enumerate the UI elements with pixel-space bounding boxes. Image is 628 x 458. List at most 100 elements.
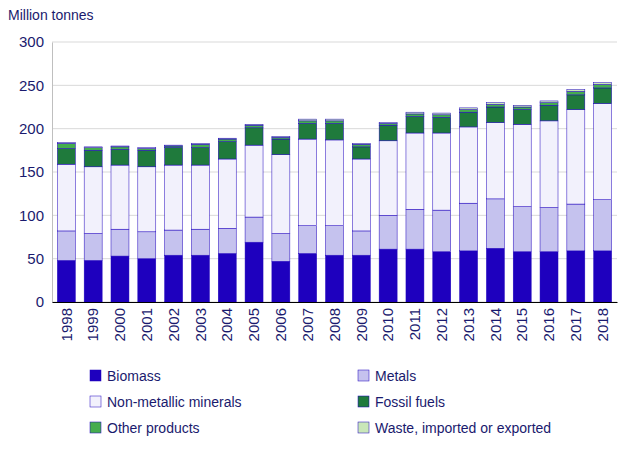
x-tick-label: 1999 [84, 308, 101, 341]
bar-segment [84, 150, 102, 166]
bar-segment [326, 119, 344, 121]
bar-segment [218, 253, 236, 302]
bar-segment [513, 105, 531, 107]
bar-segment [326, 226, 344, 255]
x-tick: 2011 [406, 302, 423, 340]
x-tick-label: 2017 [567, 308, 584, 341]
bar-segment [540, 105, 558, 121]
bar-segment [540, 252, 558, 302]
bar-segment [272, 234, 290, 262]
bar-segment [513, 207, 531, 252]
legend-label: Non-metallic minerals [107, 394, 242, 410]
y-tick: 250 [19, 77, 52, 94]
x-tick: 2009 [353, 302, 370, 341]
y-tick-label: 300 [19, 33, 44, 50]
bar-segment [191, 229, 209, 255]
bar-segment [513, 124, 531, 206]
x-tick-label: 2011 [406, 308, 423, 340]
bar-segment [191, 165, 209, 229]
x-tick: 2014 [487, 302, 504, 341]
bar-segment [218, 138, 236, 140]
x-tick: 1998 [58, 302, 75, 341]
bar-segment [379, 215, 397, 249]
bar-segment [433, 252, 451, 302]
x-axis-line [53, 302, 618, 303]
bar-segment [191, 148, 209, 165]
bar-segment [138, 259, 156, 302]
bar-segment [57, 143, 75, 148]
bar-segment [84, 146, 102, 148]
x-tick-label: 2004 [218, 308, 235, 341]
bar-segment [218, 159, 236, 228]
x-tick: 2001 [138, 302, 155, 341]
y-axis: 050100150200250300 [19, 33, 53, 310]
x-tick-label: 1998 [58, 308, 75, 341]
x-tick-label: 2013 [460, 308, 477, 341]
y-tick-label: 50 [27, 250, 44, 267]
bar-segment [138, 147, 156, 149]
bar-segment [165, 148, 183, 165]
bar-segment [165, 255, 183, 302]
bar-segment [540, 121, 558, 208]
bar-segment [433, 113, 451, 115]
x-tick-label: 2008 [326, 308, 343, 341]
legend-swatch [90, 396, 101, 407]
legend-label: Fossil fuels [375, 394, 445, 410]
bar-segment [165, 230, 183, 255]
legend-label: Biomass [107, 368, 161, 384]
x-tick-label: 2005 [245, 308, 262, 341]
bar-segment [540, 103, 558, 106]
bar-segment [218, 142, 236, 159]
bar-segment [138, 150, 156, 166]
bar-segment [245, 217, 263, 242]
x-tick: 2012 [433, 302, 450, 341]
legend-swatch [90, 370, 101, 381]
x-tick: 2010 [379, 302, 396, 341]
bar-segment [433, 117, 451, 133]
legend-item: Other products [90, 420, 200, 436]
bar-segment [299, 123, 317, 139]
x-tick: 2004 [218, 302, 235, 341]
bar-segment [111, 229, 129, 256]
bar-segment [84, 260, 102, 302]
bar-segment [299, 226, 317, 254]
bar-segment [299, 119, 317, 121]
x-tick: 2002 [165, 302, 182, 341]
series-bars [57, 88, 611, 167]
bar-segment [326, 123, 344, 139]
bar-segment [326, 255, 344, 302]
bar-segment [84, 148, 102, 151]
x-tick: 2013 [460, 302, 477, 341]
bar-segment [379, 123, 397, 125]
y-tick: 0 [36, 293, 52, 310]
x-tick: 2007 [299, 302, 316, 341]
x-tick-label: 2009 [353, 308, 370, 341]
x-tick-label: 2000 [111, 308, 128, 341]
y-tick: 100 [19, 207, 52, 224]
bar-segment [272, 261, 290, 302]
bar-segment [245, 125, 263, 128]
bar-segment [57, 231, 75, 260]
bar-segment [594, 84, 612, 87]
bar-segment [245, 145, 263, 217]
bar-segment [406, 133, 424, 209]
x-tick-label: 2002 [165, 308, 182, 341]
bar-segment [218, 139, 236, 142]
bar-segment [460, 251, 478, 302]
bar-segment [594, 251, 612, 302]
bar-segment [352, 255, 370, 302]
x-tick-label: 2014 [487, 308, 504, 341]
bar-segment [245, 124, 263, 126]
x-tick-label: 2010 [379, 308, 396, 341]
bar-segment [352, 147, 370, 159]
bar-segment [218, 228, 236, 253]
bar-segment [594, 88, 612, 104]
y-tick: 50 [27, 250, 52, 267]
bar-segment [57, 142, 75, 144]
plot: 0501001502002503001998199920002001200220… [19, 33, 618, 341]
x-tick: 2018 [594, 302, 611, 341]
bar-segment [84, 234, 102, 261]
bar-segment [352, 231, 370, 255]
bar-segment [594, 104, 612, 200]
y-axis-title: Million tonnes [8, 7, 94, 23]
